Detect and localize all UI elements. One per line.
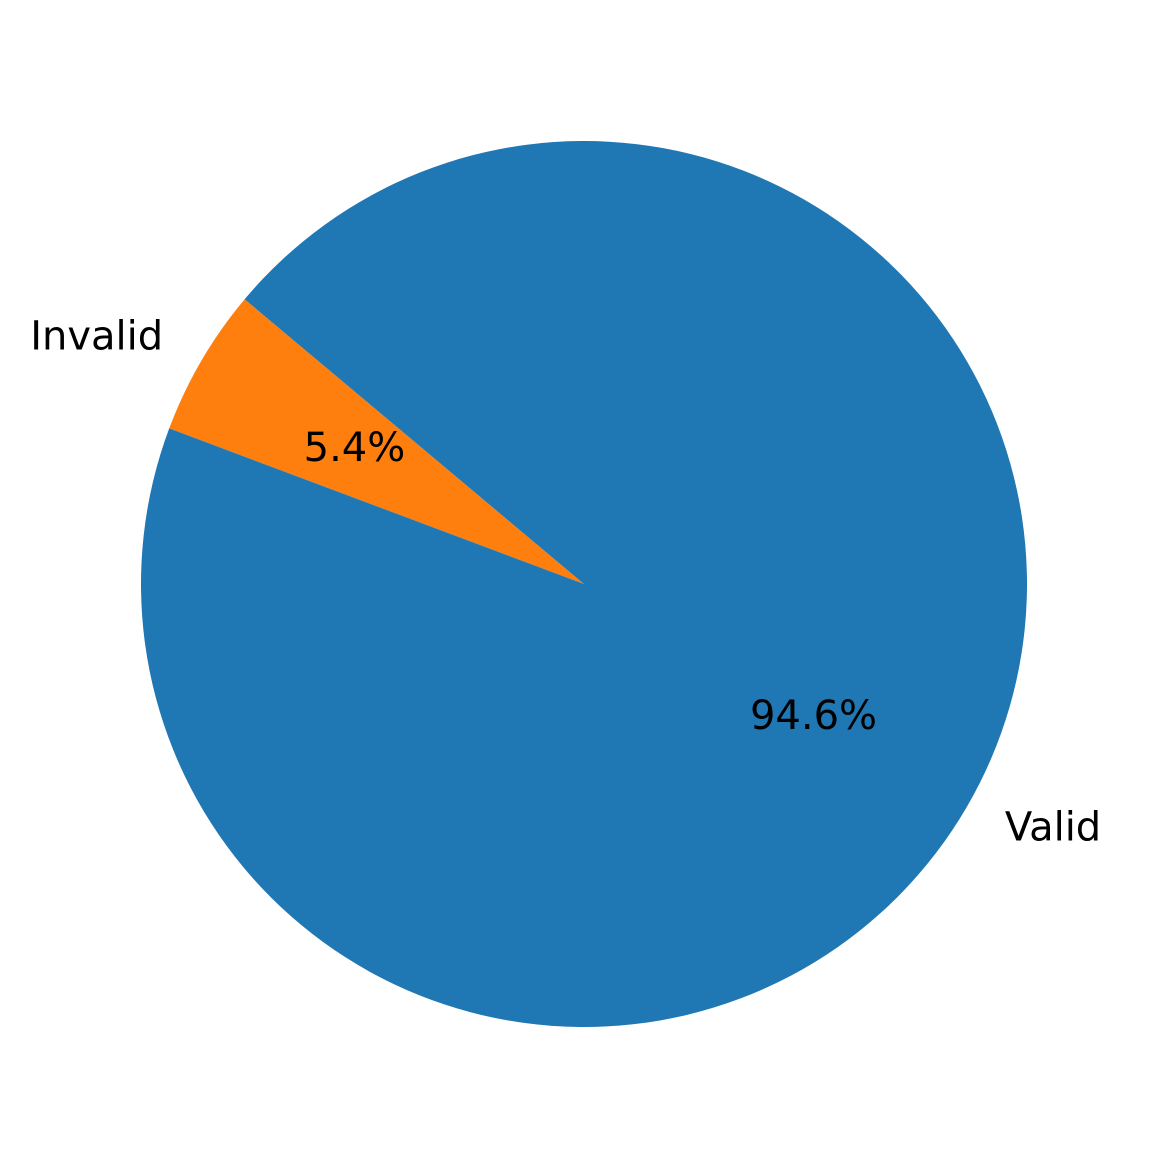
pie-label-invalid: Invalid: [30, 313, 163, 359]
pie-label-valid: Valid: [1005, 805, 1101, 851]
pie-labels: Invalid 5.4% Valid 94.6%: [30, 313, 1101, 850]
pie-slice-valid: [140, 141, 1028, 1027]
pie-pct-invalid: 5.4%: [304, 425, 406, 471]
pie-pct-valid: 94.6%: [750, 693, 877, 739]
pie-slice-invalid: [169, 299, 584, 584]
pie-slices: [140, 141, 1028, 1027]
